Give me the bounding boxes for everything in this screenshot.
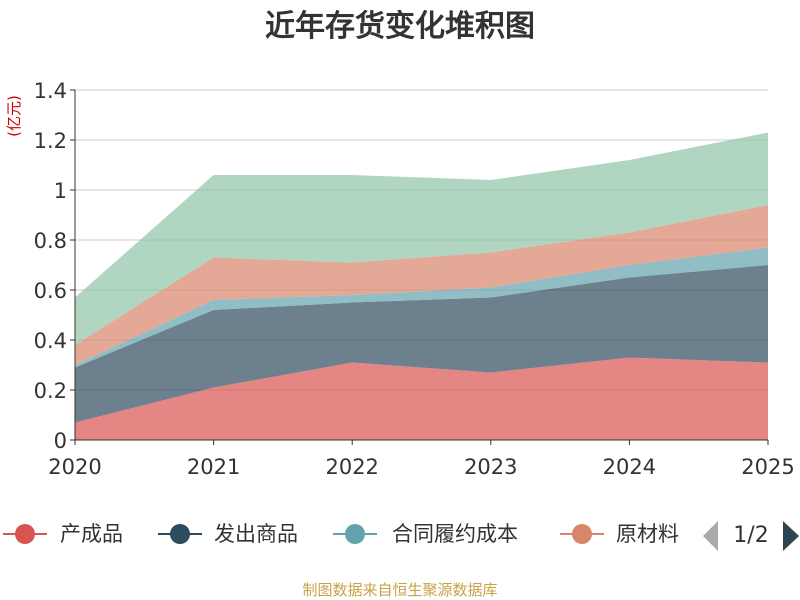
axes (74, 90, 768, 441)
x-tick-label: 2020 (48, 455, 101, 479)
legend-dot-icon (170, 524, 190, 544)
area-series-5 (75, 132, 768, 345)
x-tick-label: 2024 (603, 455, 656, 479)
area-series-group (75, 132, 768, 440)
legend-pager[interactable]: 1/2 (703, 521, 799, 551)
area-series-1 (75, 357, 768, 440)
legend-dot-icon (15, 524, 35, 544)
x-tick-label: 2021 (187, 455, 240, 479)
y-tick-labels: 0 0.2 0.4 0.6 0.8 1 1.2 1.4 (34, 79, 75, 453)
y-tick-label: 0.2 (34, 379, 67, 403)
y-unit-label: (亿元) (5, 95, 23, 137)
chart-title: 近年存货变化堆积图 (265, 9, 535, 44)
legend-dot-icon (572, 524, 592, 544)
legend-item[interactable]: 产成品 (3, 522, 123, 546)
legend[interactable]: 产成品 发出商品 合同履约成本 原材料 (3, 522, 679, 546)
y-tick-label: 0.6 (34, 279, 67, 303)
x-tick-label: 2025 (741, 455, 794, 479)
legend-dot-icon (345, 524, 365, 544)
legend-label: 发出商品 (214, 522, 298, 546)
y-tick-label: 1 (54, 179, 67, 203)
area-series-2 (75, 265, 768, 423)
legend-next-icon[interactable] (783, 521, 799, 551)
legend-item[interactable]: 原材料 (560, 522, 679, 546)
x-tick-label: 2023 (464, 455, 517, 479)
area-series-3 (75, 247, 768, 368)
legend-prev-icon[interactable] (703, 521, 718, 551)
x-tick-label: 2022 (325, 455, 378, 479)
legend-label: 原材料 (616, 522, 679, 546)
y-tick-label: 0.4 (34, 329, 67, 353)
y-tick-label: 1.4 (34, 79, 67, 103)
data-source-note: 制图数据来自恒生聚源数据库 (302, 581, 497, 599)
legend-item[interactable]: 发出商品 (158, 522, 298, 546)
legend-item[interactable]: 合同履约成本 (333, 522, 518, 546)
y-tick-label: 0.8 (34, 229, 67, 253)
area-series-4 (75, 205, 768, 365)
y-tick-label: 1.2 (34, 129, 67, 153)
legend-label: 产成品 (60, 522, 123, 546)
legend-page-indicator: 1/2 (733, 523, 768, 548)
legend-label: 合同履约成本 (392, 522, 518, 546)
y-tick-label: 0 (54, 429, 67, 453)
x-tick-labels: 2020 2021 2022 2023 2024 2025 (48, 440, 795, 479)
